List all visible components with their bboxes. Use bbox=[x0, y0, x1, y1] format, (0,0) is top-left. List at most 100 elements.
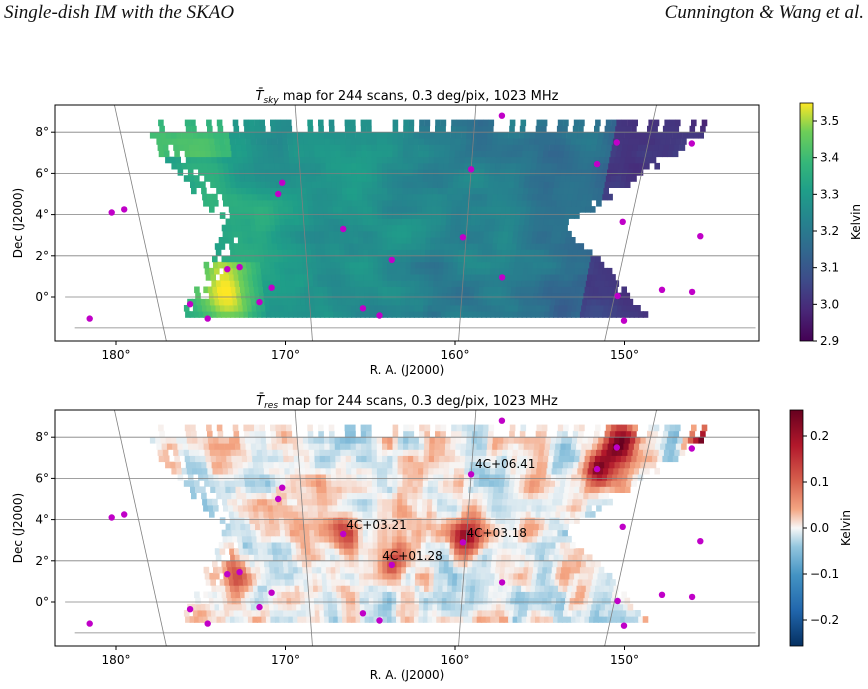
heatmap-pixels bbox=[149, 119, 708, 318]
x-tick-label: 180° bbox=[102, 653, 131, 667]
source-point bbox=[359, 610, 367, 617]
axes-frame bbox=[54, 104, 760, 342]
x-tick-label: 180° bbox=[102, 348, 131, 362]
source-point bbox=[275, 495, 282, 503]
colorbar bbox=[799, 102, 814, 342]
source-point bbox=[593, 160, 601, 168]
source-annotation: 4C+01.28 bbox=[382, 549, 442, 563]
source-point bbox=[86, 620, 93, 627]
source-point bbox=[204, 620, 211, 627]
source-point bbox=[268, 284, 275, 291]
source-point bbox=[236, 263, 243, 271]
panel-2: T̄res map for 244 scans, 0.3 deg/pix, 10… bbox=[11, 394, 853, 682]
colorbar-tick-label: 3.4 bbox=[820, 151, 839, 165]
y-tick-label: 6° bbox=[35, 166, 49, 180]
source-point bbox=[224, 266, 231, 273]
source-point bbox=[614, 597, 621, 605]
colorbar-tick-label: 0.0 bbox=[810, 521, 829, 535]
colorbar-tick-label: 2.9 bbox=[820, 334, 839, 348]
source-markers bbox=[86, 93, 741, 324]
source-point bbox=[256, 603, 263, 611]
source-point bbox=[688, 593, 696, 601]
y-tick-label: 8° bbox=[35, 125, 49, 139]
source-point bbox=[697, 538, 704, 545]
source-point bbox=[658, 286, 666, 293]
source-point bbox=[121, 206, 128, 213]
source-point bbox=[279, 484, 286, 491]
source-point bbox=[467, 166, 475, 173]
source-point bbox=[224, 571, 231, 578]
y-tick-label: 8° bbox=[35, 430, 49, 444]
colorbar-tick-label: 3.5 bbox=[820, 114, 839, 128]
source-point bbox=[620, 317, 628, 324]
running-header-authors: Cunnington & Wang et al. bbox=[664, 2, 864, 23]
colorbar-tick-label: 0.2 bbox=[810, 429, 829, 443]
source-point bbox=[376, 312, 383, 319]
colorbar-tick-label: 3.3 bbox=[820, 187, 839, 201]
y-tick-label: 6° bbox=[35, 471, 49, 485]
source-point bbox=[467, 471, 475, 478]
colorbar bbox=[789, 409, 804, 647]
source-annotation: 4C+03.21 bbox=[346, 518, 406, 532]
y-tick-label: 2° bbox=[35, 554, 49, 568]
source-point bbox=[359, 305, 367, 312]
source-point bbox=[688, 140, 695, 147]
x-tick-label: 160° bbox=[441, 348, 470, 362]
y-axis-label: Dec (J2000) bbox=[11, 188, 25, 258]
chart-title: T̄res map for 244 scans, 0.3 deg/pix, 10… bbox=[256, 394, 558, 411]
source-point bbox=[620, 622, 628, 629]
colorbar-tick-label: 3.2 bbox=[820, 224, 839, 238]
source-point bbox=[268, 589, 275, 596]
x-tick-label: 150° bbox=[610, 348, 639, 362]
source-point bbox=[498, 417, 506, 424]
panel-1: T̄sky map for 244 scans, 0.3 deg/pix, 10… bbox=[11, 89, 863, 377]
source-point bbox=[498, 274, 506, 281]
source-point bbox=[697, 233, 704, 240]
source-point bbox=[256, 298, 263, 306]
x-tick-label: 160° bbox=[441, 653, 470, 667]
source-point bbox=[121, 511, 128, 518]
colorbar-tick-label: 3.0 bbox=[820, 297, 839, 311]
source-point bbox=[735, 93, 741, 99]
chart-title: T̄sky map for 244 scans, 0.3 deg/pix, 10… bbox=[256, 89, 559, 106]
source-point bbox=[340, 225, 347, 233]
source-point bbox=[619, 218, 626, 225]
heatmap-pixels bbox=[149, 424, 708, 623]
source-point bbox=[688, 445, 695, 452]
source-point bbox=[86, 315, 93, 322]
source-point bbox=[340, 530, 347, 538]
source-point bbox=[766, 422, 772, 428]
source-point bbox=[593, 465, 601, 473]
source-point bbox=[619, 523, 626, 530]
source-point bbox=[688, 288, 696, 296]
x-tick-label: 170° bbox=[271, 653, 300, 667]
y-tick-label: 4° bbox=[35, 513, 49, 527]
source-point bbox=[108, 209, 115, 216]
source-point bbox=[498, 112, 506, 119]
source-point bbox=[613, 444, 620, 451]
y-tick-label: 4° bbox=[35, 208, 49, 222]
colorbar-label: Kelvin bbox=[839, 510, 853, 546]
source-point bbox=[186, 606, 194, 613]
x-axis-label: R. A. (J2000) bbox=[370, 363, 445, 377]
source-point bbox=[658, 591, 666, 598]
source-point bbox=[614, 292, 621, 300]
source-point bbox=[279, 179, 286, 186]
colorbar-tick-label: 0.1 bbox=[810, 475, 829, 489]
source-point bbox=[275, 190, 282, 198]
x-tick-label: 170° bbox=[271, 348, 300, 362]
x-axis-label: R. A. (J2000) bbox=[370, 668, 445, 682]
y-axis-label: Dec (J2000) bbox=[11, 493, 25, 563]
x-tick-label: 150° bbox=[610, 653, 639, 667]
colorbar-tick-label: −0.2 bbox=[810, 613, 839, 627]
axes-frame bbox=[54, 409, 760, 647]
source-point bbox=[613, 139, 620, 146]
source-point bbox=[388, 256, 395, 264]
source-point bbox=[388, 561, 395, 569]
source-point bbox=[236, 568, 243, 576]
colorbar-tick-label: −0.1 bbox=[810, 567, 839, 581]
source-point bbox=[204, 315, 211, 322]
source-point bbox=[459, 539, 467, 546]
colorbar-label: Kelvin bbox=[849, 204, 863, 240]
